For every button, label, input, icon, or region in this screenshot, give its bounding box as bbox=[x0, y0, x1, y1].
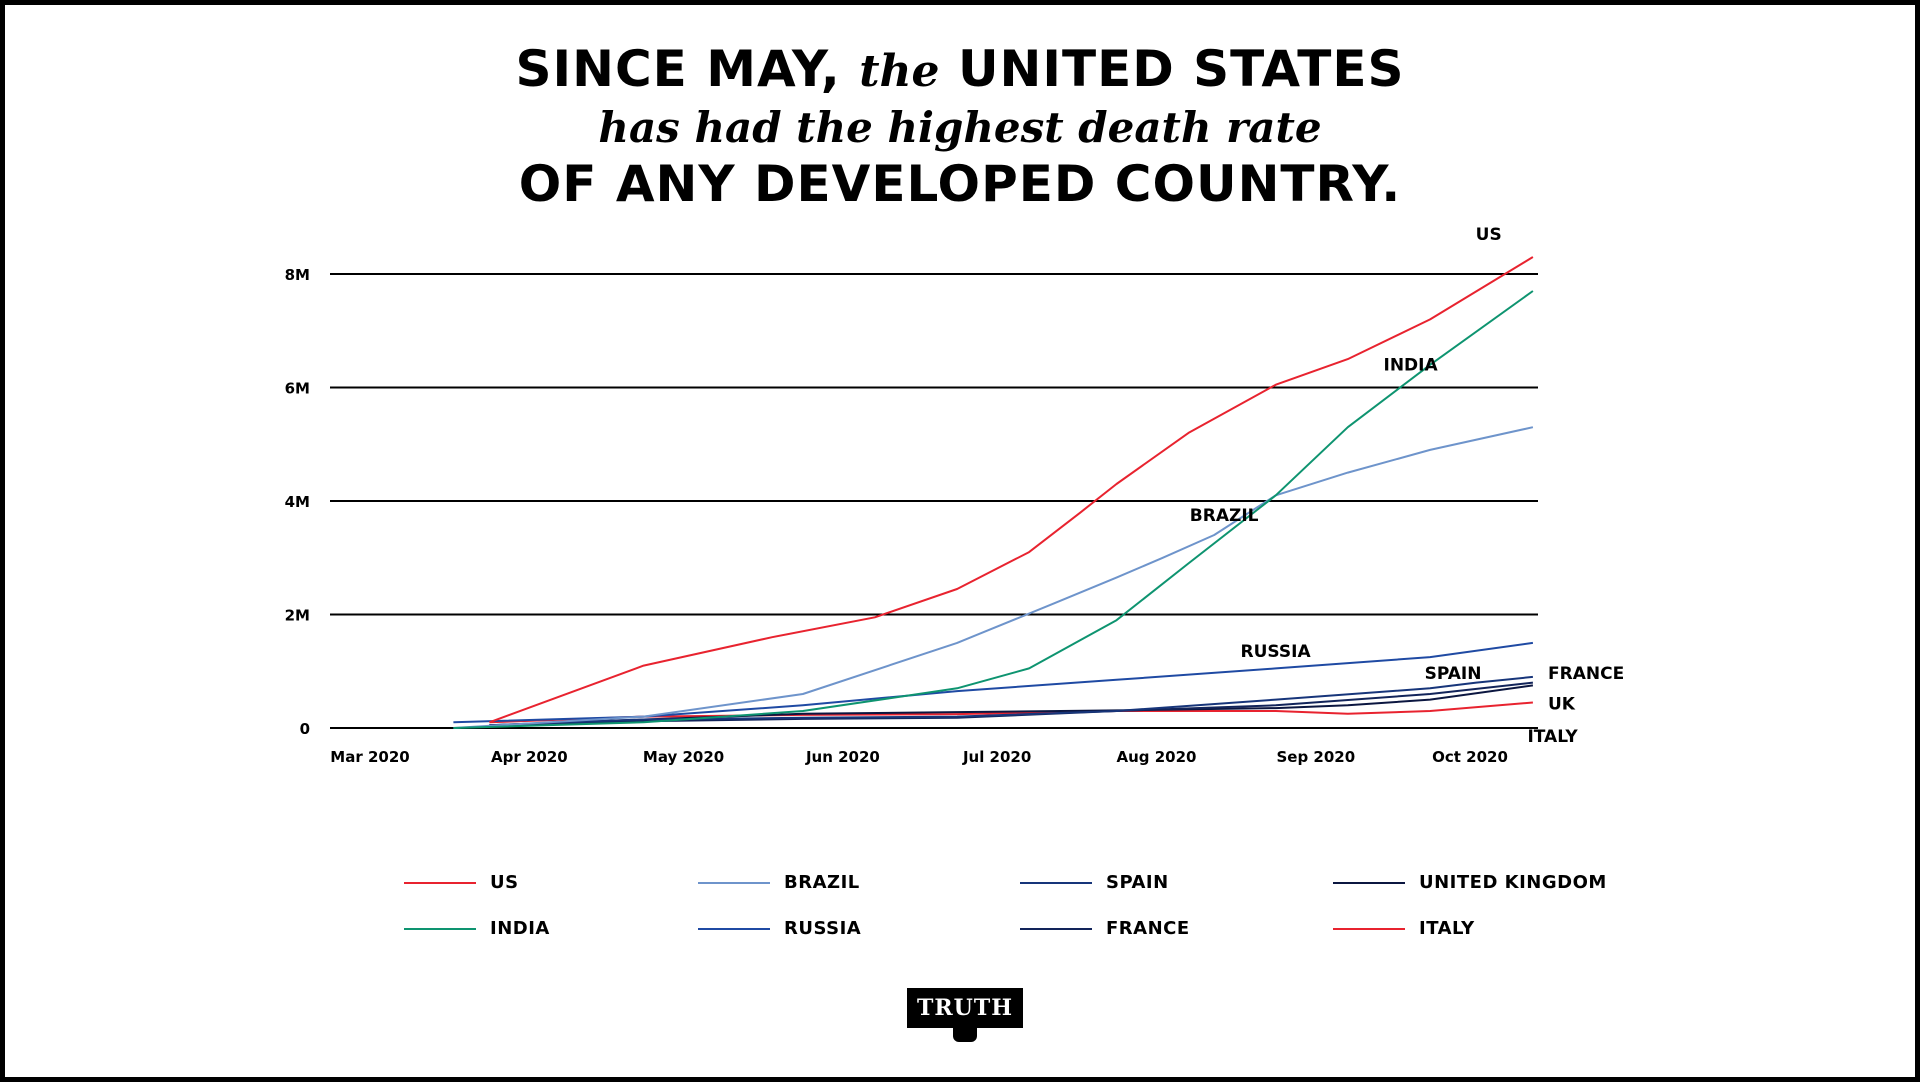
title-part-the: the bbox=[859, 46, 940, 97]
legend-label: US bbox=[490, 872, 519, 893]
chart-title: SINCE MAY, the UNITED STATES has had the… bbox=[0, 40, 1920, 213]
logo-drip bbox=[953, 1026, 977, 1042]
x-tick-label: Aug 2020 bbox=[1116, 748, 1196, 766]
y-tick-label: 2M bbox=[285, 607, 310, 625]
series-line-brazil bbox=[453, 426, 1534, 729]
legend-swatch bbox=[1020, 881, 1092, 884]
x-tick-label: Oct 2020 bbox=[1432, 748, 1508, 766]
legend-label: FRANCE bbox=[1106, 918, 1190, 939]
legend-label: UNITED KINGDOM bbox=[1419, 872, 1607, 893]
legend-label: SPAIN bbox=[1106, 872, 1169, 893]
legend-swatch bbox=[1333, 881, 1405, 884]
title-part-united-states: UNITED STATES bbox=[957, 40, 1405, 98]
series-line-spain bbox=[489, 675, 1534, 727]
series-line-us bbox=[489, 256, 1534, 724]
legend-label: BRAZIL bbox=[784, 872, 860, 893]
legend-item-italy: ITALY bbox=[1333, 918, 1475, 939]
line-label-india: INDIA bbox=[1384, 355, 1439, 375]
series-line-india bbox=[453, 290, 1534, 729]
title-line-2: has had the highest death rate bbox=[598, 103, 1322, 152]
logo-box: TRUTH bbox=[907, 988, 1023, 1028]
y-tick-label: 8M bbox=[285, 266, 310, 284]
x-tick-label: Apr 2020 bbox=[491, 748, 568, 766]
y-tick-label: 0 bbox=[300, 720, 310, 738]
y-tick-label: 6M bbox=[285, 380, 310, 398]
legend-swatch bbox=[1020, 927, 1092, 930]
legend-item-united-kingdom: UNITED KINGDOM bbox=[1333, 872, 1607, 893]
line-label-russia: RUSSIA bbox=[1241, 642, 1312, 662]
line-label-italy: ITALY bbox=[1527, 727, 1578, 747]
legend-swatch bbox=[404, 881, 476, 884]
logo-text: TRUTH bbox=[917, 995, 1013, 1021]
title-line-3: OF ANY DEVELOPED COUNTRY. bbox=[518, 155, 1402, 213]
legend-item-russia: RUSSIA bbox=[698, 918, 861, 939]
legend-swatch bbox=[698, 927, 770, 930]
x-tick-label: Mar 2020 bbox=[330, 748, 409, 766]
legend-label: ITALY bbox=[1419, 918, 1475, 939]
line-label-spain: SPAIN bbox=[1425, 664, 1482, 684]
x-tick-label: Sep 2020 bbox=[1276, 748, 1355, 766]
legend-item-india: INDIA bbox=[404, 918, 550, 939]
legend-item-us: US bbox=[404, 872, 519, 893]
line-label-united-kingdom: UK bbox=[1548, 694, 1576, 714]
x-tick-label: Jun 2020 bbox=[805, 748, 880, 766]
truth-logo: TRUTH bbox=[907, 988, 1023, 1044]
x-tick-label: Jul 2020 bbox=[962, 748, 1031, 766]
x-tick-label: May 2020 bbox=[643, 748, 724, 766]
legend-label: INDIA bbox=[490, 918, 550, 939]
series-line-russia bbox=[453, 641, 1534, 724]
legend-label: RUSSIA bbox=[784, 918, 862, 939]
line-label-us: US bbox=[1476, 225, 1502, 245]
line-label-france: FRANCE bbox=[1548, 664, 1624, 684]
y-tick-label: 4M bbox=[285, 493, 310, 511]
legend-item-brazil: BRAZIL bbox=[698, 872, 860, 893]
legend-item-spain: SPAIN bbox=[1020, 872, 1169, 893]
legend-swatch bbox=[404, 927, 476, 930]
title-line-1: SINCE MAY, the UNITED STATES bbox=[0, 40, 1920, 101]
legend-item-france: FRANCE bbox=[1020, 918, 1190, 939]
legend-swatch bbox=[1333, 927, 1405, 930]
legend-swatch bbox=[698, 881, 770, 884]
line-label-brazil: BRAZIL bbox=[1190, 506, 1259, 526]
title-part-since-may: SINCE MAY, bbox=[515, 40, 841, 98]
